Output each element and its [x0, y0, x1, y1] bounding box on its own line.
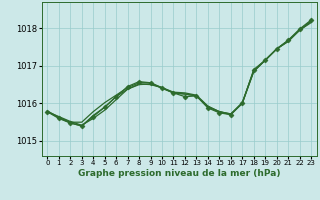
X-axis label: Graphe pression niveau de la mer (hPa): Graphe pression niveau de la mer (hPa)	[78, 169, 280, 178]
